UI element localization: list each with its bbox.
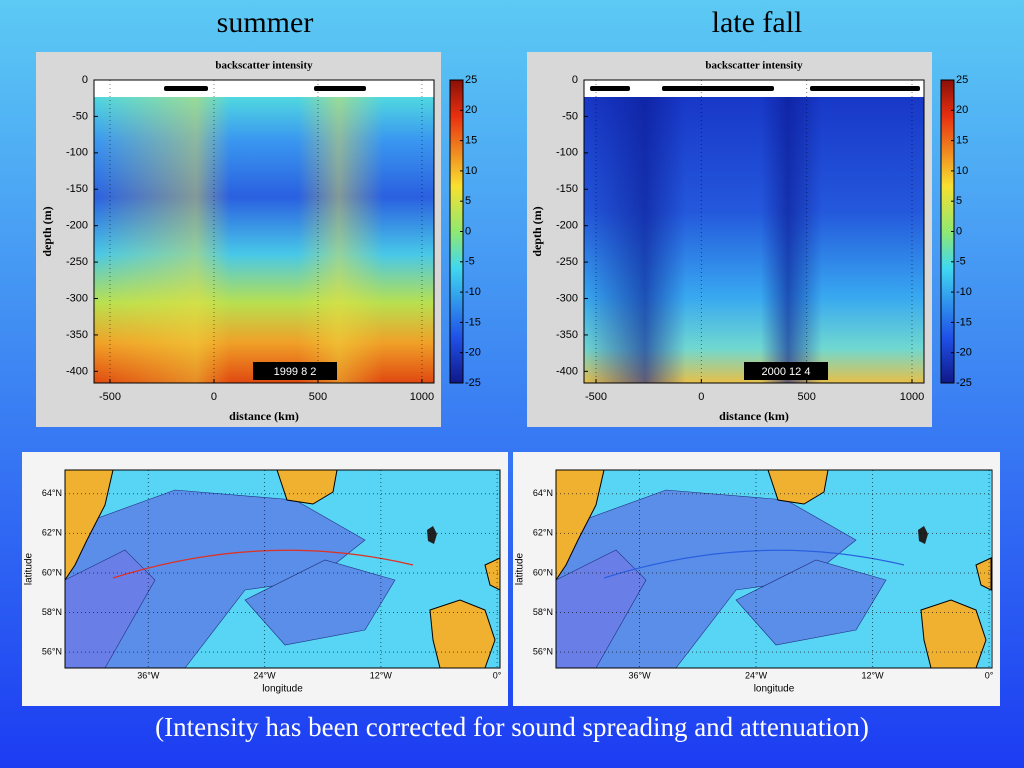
map-art: [64, 469, 501, 669]
y-tick-label: 0: [572, 74, 578, 86]
y-axis-label: latitude: [24, 552, 35, 585]
panel-heading: late fall: [712, 6, 803, 39]
y-tick-label: -50: [562, 110, 578, 122]
ship-track-bar: [662, 86, 774, 91]
y-tick-label: -100: [66, 147, 88, 159]
y-tick-label: 56°N: [42, 647, 62, 657]
map-frame: [555, 469, 993, 669]
colorbar-tick-label: 5: [465, 195, 471, 207]
colorbar-tick-label: 15: [465, 135, 477, 147]
map-art: [555, 469, 992, 669]
date-box: [253, 362, 337, 380]
heatmap-overlay: [94, 97, 434, 383]
colorbar-tick-label: 10: [956, 165, 968, 177]
x-tick-label: 0: [698, 391, 704, 403]
y-tick-label: 60°N: [533, 567, 553, 577]
y-tick-label: 60°N: [42, 567, 62, 577]
panel-heading: summer: [217, 6, 314, 39]
colorbar-tick-label: 25: [465, 74, 477, 86]
colorbar-tick-label: 0: [465, 225, 471, 237]
x-axis-label: distance (km): [229, 409, 299, 423]
x-tick-label: 500: [797, 391, 815, 403]
ship-track-bar: [314, 86, 366, 91]
y-tick-label: 62°N: [42, 528, 62, 538]
chart-title: backscatter intensity: [215, 60, 313, 72]
colorbar-tick-label: 0: [956, 225, 962, 237]
y-tick-label: 58°N: [42, 607, 62, 617]
y-tick-label: -150: [556, 183, 578, 195]
date-box: [744, 362, 828, 380]
colorbar-tick-label: 10: [465, 165, 477, 177]
colorbar-tick-label: -15: [956, 316, 972, 328]
y-tick-label: 58°N: [533, 607, 553, 617]
y-axis-label: latitude: [515, 552, 526, 585]
x-tick-label: -500: [585, 391, 607, 403]
y-tick-label: 64°N: [533, 488, 553, 498]
x-tick-label: -500: [99, 391, 121, 403]
ship-track-bar: [810, 86, 920, 91]
colorbar-tick-label: -10: [956, 286, 972, 298]
y-axis-label: depth (m): [40, 206, 54, 256]
x-tick-label: 36°W: [628, 670, 651, 680]
colorbar-tick-label: -15: [465, 316, 481, 328]
x-axis-label: longitude: [754, 684, 795, 695]
plot-frame: [93, 79, 435, 384]
colorbar-tick-label: 20: [956, 104, 968, 116]
y-axis-label: depth (m): [530, 206, 544, 256]
date-label: 1999 8 2: [274, 366, 317, 378]
x-tick-label: 24°W: [745, 670, 768, 680]
x-tick-label: 24°W: [254, 670, 277, 680]
y-tick-label: 64°N: [42, 488, 62, 498]
colorbar-tick-label: -5: [465, 256, 475, 268]
x-tick-label: 12°W: [862, 670, 885, 680]
heatmap-overlay: [584, 97, 924, 383]
y-tick-label: -150: [66, 183, 88, 195]
y-tick-label: -300: [66, 292, 88, 304]
x-tick-label: 0°: [985, 670, 994, 680]
y-tick-label: 56°N: [533, 647, 553, 657]
x-axis-label: longitude: [262, 684, 303, 695]
y-tick-label: -50: [72, 110, 88, 122]
y-tick-label: 0: [82, 74, 88, 86]
x-tick-label: 1000: [900, 391, 924, 403]
map-frame: [64, 469, 501, 669]
x-tick-label: 1000: [410, 391, 434, 403]
y-tick-label: 62°N: [533, 528, 553, 538]
plot-frame: [583, 79, 925, 384]
y-tick-label: -300: [556, 292, 578, 304]
colorbar-tick-label: -5: [956, 256, 966, 268]
colorbar-tick-label: 15: [956, 135, 968, 147]
slide-caption: (Intensity has been corrected for sound …: [155, 712, 869, 742]
chart-title: backscatter intensity: [705, 60, 803, 72]
y-tick-label: -200: [66, 220, 88, 232]
cruise-track: [112, 549, 414, 579]
y-tick-label: -200: [556, 220, 578, 232]
x-tick-label: 12°W: [370, 670, 393, 680]
cruise-track: [603, 549, 905, 579]
x-tick-label: 36°W: [137, 670, 160, 680]
y-tick-label: -100: [556, 147, 578, 159]
y-tick-label: -250: [556, 256, 578, 268]
colorbar-tick-label: -20: [465, 347, 481, 359]
y-tick-label: -350: [66, 329, 88, 341]
y-tick-label: -350: [556, 329, 578, 341]
ship-track-bar: [590, 86, 630, 91]
ship-track-bar: [164, 86, 208, 91]
colorbar-tick-label: -25: [956, 377, 972, 389]
colorbar-tick-label: -25: [465, 377, 481, 389]
x-axis-label: distance (km): [719, 409, 789, 423]
colorbar-tick-label: -20: [956, 347, 972, 359]
y-tick-label: -250: [66, 256, 88, 268]
date-label: 2000 12 4: [762, 366, 811, 378]
x-tick-label: 500: [309, 391, 327, 403]
y-tick-label: -400: [66, 365, 88, 377]
colorbar-tick-label: -10: [465, 286, 481, 298]
colorbar-tick-label: 20: [465, 104, 477, 116]
y-tick-label: -400: [556, 365, 578, 377]
colorbar-tick-label: 25: [956, 74, 968, 86]
x-tick-label: 0°: [493, 670, 502, 680]
x-tick-label: 0: [211, 391, 217, 403]
colorbar-tick-label: 5: [956, 195, 962, 207]
